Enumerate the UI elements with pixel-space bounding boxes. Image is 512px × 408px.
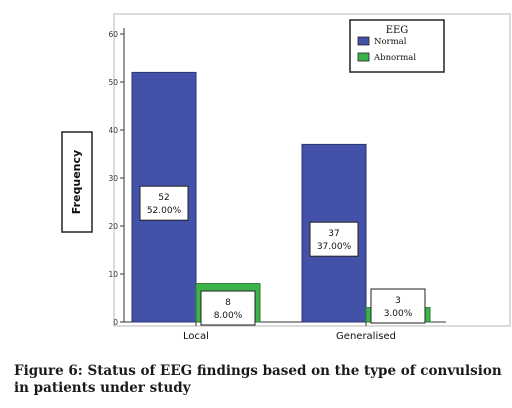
legend-label-abnormal: Abnormal <box>373 53 416 63</box>
x-tick-label: Local <box>183 331 209 342</box>
legend: EEG Normal Abnormal <box>349 19 445 73</box>
y-ticks: 0 10 20 30 40 50 60 <box>108 30 124 327</box>
legend-swatch-normal <box>357 36 370 46</box>
x-tick-label: Generalised <box>336 331 396 342</box>
legend-title: EEG <box>386 25 409 36</box>
y-tick-label: 40 <box>108 126 118 135</box>
y-tick-label: 60 <box>108 30 118 39</box>
y-tick-label: 30 <box>108 174 118 183</box>
legend-swatch-abnormal <box>357 52 370 62</box>
legend-label-normal: Normal <box>374 37 407 47</box>
data-label-percent: 8.00% <box>214 311 243 321</box>
legend-box <box>349 19 445 73</box>
y-tick-label: 20 <box>108 222 118 231</box>
y-tick-label: 10 <box>108 270 118 279</box>
bars: 52 52.00% 37 37.00% 8 8.00% 3 3.00% <box>131 71 431 326</box>
eeg-bar-chart: 0 10 20 30 40 50 60 52 52.00% 37 37.00% 8 8.00% 3 3.0… <box>61 13 511 342</box>
data-label-percent: 37.00% <box>317 242 352 252</box>
data-label-count: 8 <box>225 298 231 308</box>
data-label-percent: 52.00% <box>147 206 182 216</box>
data-label-box <box>370 288 426 324</box>
figure-caption: Figure 6: Status of EEG findings based o… <box>14 363 502 396</box>
data-label-count: 3 <box>395 296 401 306</box>
x-tick-labels: Local Generalised <box>183 322 396 342</box>
y-tick-label: 50 <box>108 78 118 87</box>
y-axis-label-box: Frequency <box>61 131 93 233</box>
y-tick-label: 0 <box>113 318 118 327</box>
data-label-box <box>309 221 359 257</box>
data-label-count: 52 <box>158 193 169 203</box>
y-axis-label: Frequency <box>70 150 83 214</box>
data-label-count: 37 <box>328 229 339 239</box>
data-label-percent: 3.00% <box>384 309 413 319</box>
data-label-box <box>200 290 256 326</box>
data-label-box <box>139 185 189 221</box>
